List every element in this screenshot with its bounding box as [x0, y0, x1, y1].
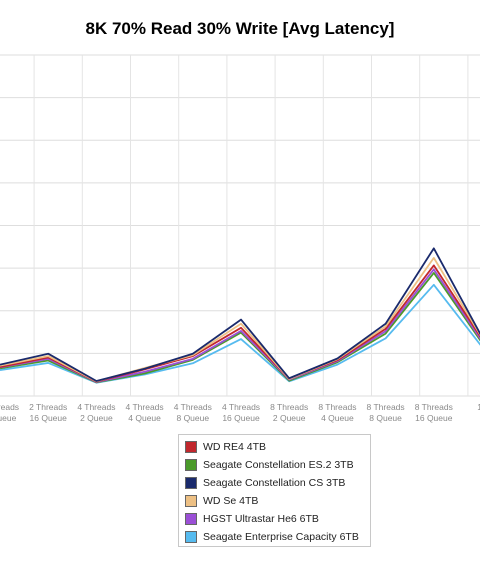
legend-item: WD Se 4TB — [179, 492, 370, 510]
legend-swatch — [185, 441, 197, 453]
legend-swatch — [185, 513, 197, 525]
series-line-2 — [0, 247, 480, 382]
x-tick-label: 8 Threads — [415, 402, 453, 412]
legend-item: Seagate Constellation ES.2 3TB — [179, 456, 370, 474]
x-tick-label: 16 Queue — [222, 413, 260, 423]
x-tick-label: 4 Queue — [128, 413, 161, 423]
x-tick-label: 2 Threads — [29, 402, 67, 412]
legend-label: WD RE4 4TB — [203, 441, 267, 453]
x-tick-label: 8 Queue — [0, 413, 17, 423]
series-line-4 — [0, 268, 480, 383]
x-tick-label: 4 Threads — [174, 402, 212, 412]
x-tick-label: 8 Queue — [176, 413, 209, 423]
legend: WD RE4 4TB Seagate Constellation ES.2 3TB… — [178, 434, 371, 547]
legend-label: WD Se 4TB — [203, 495, 259, 507]
series-line-5 — [0, 283, 480, 384]
x-tick-label: 4 Threads — [77, 402, 115, 412]
chart-title: 8K 70% Read 30% Write [Avg Latency] — [85, 19, 395, 38]
legend-label: Seagate Constellation ES.2 3TB — [203, 459, 354, 471]
x-tick-label: 8 Threads — [318, 402, 356, 412]
legend-swatch — [185, 459, 197, 471]
series-lines — [0, 247, 480, 384]
legend-swatch — [185, 531, 197, 543]
grid-lines — [0, 54, 480, 397]
legend-label: HGST Ultrastar He6 6TB — [203, 513, 319, 525]
x-tick-label: 2 Threads — [0, 402, 19, 412]
legend-label: Seagate Enterprise Capacity 6TB — [203, 531, 359, 543]
legend-label: Seagate Constellation CS 3TB — [203, 477, 346, 489]
legend-swatch — [185, 477, 197, 489]
legend-item: Seagate Constellation CS 3TB — [179, 474, 370, 492]
x-tick-label: 16 Queue — [30, 413, 68, 423]
x-tick-label: 16 Queue — [415, 413, 453, 423]
legend-swatch — [185, 495, 197, 507]
x-tick-label: 4 Threads — [126, 402, 164, 412]
x-tick-label: 2 Queue — [80, 413, 113, 423]
x-tick-label: 16 — [477, 402, 480, 412]
x-tick-label: 2 Queue — [273, 413, 306, 423]
legend-item: HGST Ultrastar He6 6TB — [179, 510, 370, 528]
x-tick-label: 4 Threads — [222, 402, 260, 412]
legend-item: WD RE4 4TB — [179, 438, 370, 456]
x-tick-label: 8 Threads — [270, 402, 308, 412]
x-tick-label: 4 Queue — [321, 413, 354, 423]
x-tick-label: 8 Threads — [367, 402, 405, 412]
legend-item: Seagate Enterprise Capacity 6TB — [179, 528, 370, 546]
x-tick-label: 8 Queue — [369, 413, 402, 423]
